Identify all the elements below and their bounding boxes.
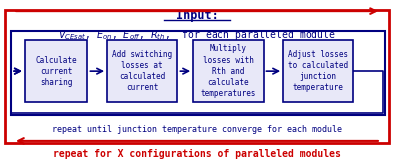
Text: $V_{CEsat}$, $E_{on}$, $E_{off}$, $R_{th}$,  for each paralleled module: $V_{CEsat}$, $E_{on}$, $E_{off}$, $R_{th… (58, 28, 336, 42)
Text: Add switching
losses at
calculated
current: Add switching losses at calculated curre… (112, 50, 172, 92)
FancyBboxPatch shape (193, 40, 264, 102)
FancyBboxPatch shape (283, 40, 353, 102)
Text: repeat until junction temperature converge for each module: repeat until junction temperature conver… (52, 125, 342, 134)
FancyBboxPatch shape (107, 40, 177, 102)
Text: Multiply
losses with
Rth and
calculate
temperatures: Multiply losses with Rth and calculate t… (201, 44, 256, 98)
Text: Adjust losses
to calculated
junction
temperature: Adjust losses to calculated junction tem… (288, 50, 348, 92)
Text: repeat for X configurations of paralleled modules: repeat for X configurations of parallele… (53, 149, 341, 159)
Text: Calculate
current
sharing: Calculate current sharing (35, 56, 77, 87)
Text: Input:: Input: (176, 10, 218, 22)
FancyBboxPatch shape (25, 40, 87, 102)
